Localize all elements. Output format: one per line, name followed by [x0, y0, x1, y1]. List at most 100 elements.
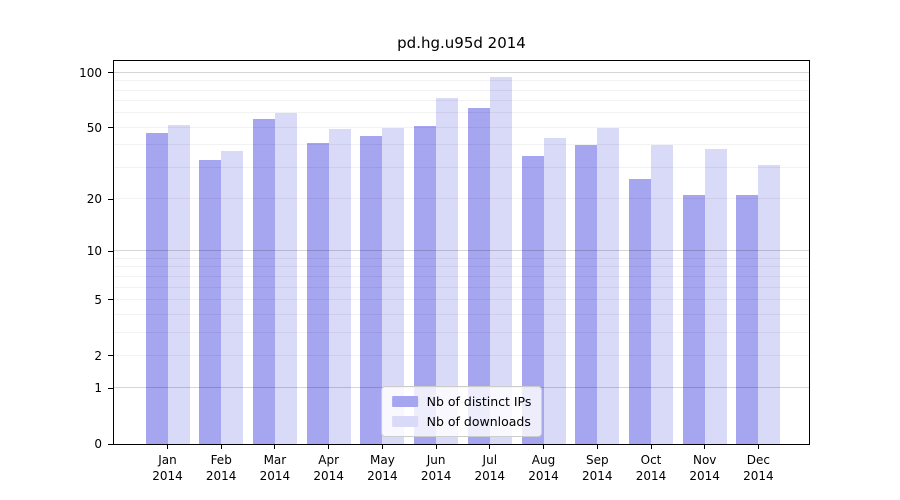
x-tick-label-sep-2014: Sep 2014	[565, 452, 629, 484]
bar-group-mar-2014	[252, 113, 297, 444]
bar-nb-of-distinct-ips-jul-2014	[467, 108, 490, 444]
bar-group-jul-2014	[467, 76, 512, 444]
x-tick-jun-2014	[435, 445, 437, 449]
legend-swatch-nb-of-distinct-ips	[391, 396, 418, 407]
x-tick-label-line: 2014	[313, 469, 344, 483]
x-tick-label-line: 2014	[743, 469, 774, 483]
x-tick-label-line: Jun	[426, 453, 446, 467]
chart-title: pd.hg.u95d 2014	[397, 34, 526, 52]
bar-group-dec-2014	[736, 165, 781, 444]
x-tick-label-may-2014: May 2014	[350, 452, 414, 484]
y-tick-label-2: 2	[94, 348, 102, 363]
x-tick-label-oct-2014: Oct 2014	[619, 452, 683, 484]
bar-nb-of-distinct-ips-aug-2014	[521, 155, 544, 444]
gridline-minor-3	[114, 331, 809, 333]
y-tick-label-10: 10	[86, 244, 102, 259]
bar-group-may-2014	[360, 127, 405, 444]
y-tick-label-0: 0	[94, 437, 102, 451]
legend-label-nb-of-distinct-ips: Nb of distinct IPs	[426, 394, 532, 409]
x-tick-label-line: 2014	[528, 469, 559, 483]
bar-nb-of-distinct-ips-sep-2014	[575, 145, 598, 444]
gridline-minor-4	[114, 313, 809, 315]
bar-nb-of-downloads-nov-2014	[704, 149, 727, 444]
x-tick-nov-2014	[704, 445, 706, 449]
bar-nb-of-downloads-sep-2014	[597, 127, 620, 444]
x-tick-label-line: 2014	[689, 469, 720, 483]
y-tick-1	[108, 387, 113, 389]
bar-nb-of-distinct-ips-may-2014	[360, 136, 383, 444]
x-tick-label-jan-2014: Jan 2014	[136, 452, 200, 484]
bar-group-nov-2014	[682, 149, 727, 444]
bar-group-oct-2014	[629, 145, 673, 444]
gridline-minor-20	[114, 198, 809, 200]
gridline-minor-8	[114, 266, 809, 268]
x-tick-sep-2014	[596, 445, 598, 449]
bar-nb-of-distinct-ips-feb-2014	[199, 160, 222, 444]
bar-nb-of-distinct-ips-jan-2014	[145, 132, 168, 444]
bar-nb-of-downloads-feb-2014	[221, 151, 244, 444]
bar-nb-of-downloads-jul-2014	[489, 76, 512, 444]
gridline-minor-2	[114, 354, 809, 356]
gridline-minor-50	[114, 126, 809, 128]
bar-nb-of-downloads-aug-2014	[543, 137, 566, 444]
y-tick-label-1: 1	[94, 381, 102, 396]
x-tick-label-feb-2014: Feb 2014	[189, 452, 253, 484]
bar-nb-of-distinct-ips-apr-2014	[306, 143, 329, 444]
gridline-minor-9	[114, 257, 809, 259]
bar-nb-of-distinct-ips-mar-2014	[252, 118, 275, 444]
gridline-major-100	[114, 71, 809, 73]
x-tick-label-line: 2014	[635, 469, 667, 483]
x-tick-label-line: 2014	[152, 469, 183, 483]
x-tick-label-line: Mar	[263, 453, 287, 467]
legend-swatch-nb-of-downloads	[391, 416, 418, 427]
x-tick-label-line: Sep	[585, 453, 609, 467]
gridline-minor-30	[114, 166, 809, 168]
y-tick-label-100: 100	[79, 65, 102, 80]
x-tick-may-2014	[381, 445, 383, 449]
y-tick-2	[108, 355, 113, 357]
x-tick-aug-2014	[543, 445, 544, 449]
x-tick-label-mar-2014: Mar 2014	[243, 452, 307, 484]
bar-group-feb-2014	[199, 151, 244, 444]
bar-nb-of-downloads-oct-2014	[651, 145, 673, 444]
x-tick-label-line: Jan	[158, 453, 177, 467]
bar-nb-of-downloads-may-2014	[382, 127, 405, 444]
x-tick-feb-2014	[220, 445, 222, 449]
gridline-minor-80	[114, 89, 809, 91]
x-tick-label-line: Feb	[210, 453, 232, 467]
bar-group-apr-2014	[306, 129, 351, 444]
gridline-minor-90	[114, 80, 809, 82]
x-tick-label-line: 2014	[420, 469, 452, 483]
y-tick-label-20: 20	[86, 192, 102, 207]
x-tick-label-line: 2014	[259, 469, 291, 483]
y-tick-100	[108, 72, 113, 74]
gridline-minor-5	[114, 298, 809, 300]
y-tick-label-50: 50	[86, 120, 102, 135]
x-tick-apr-2014	[328, 445, 330, 449]
x-tick-label-jun-2014: Jun 2014	[404, 452, 468, 484]
bar-nb-of-downloads-jun-2014	[436, 97, 459, 444]
bar-nb-of-downloads-jan-2014	[167, 124, 190, 444]
x-tick-label-jul-2014: Jul 2014	[458, 452, 522, 484]
x-tick-label-line: 2014	[582, 469, 613, 483]
x-tick-dec-2014	[757, 445, 759, 449]
x-tick-mar-2014	[274, 445, 276, 449]
x-tick-label-line: Nov	[692, 453, 717, 467]
bar-nb-of-downloads-mar-2014	[274, 113, 297, 444]
x-tick-jul-2014	[489, 445, 491, 449]
x-tick-label-nov-2014: Nov 2014	[673, 452, 737, 484]
y-tick-label-5: 5	[94, 292, 102, 307]
x-tick-label-line: 2014	[205, 469, 237, 483]
bar-nb-of-downloads-apr-2014	[328, 129, 351, 444]
bar-nb-of-distinct-ips-jun-2014	[414, 126, 437, 444]
gridline-minor-40	[114, 144, 809, 146]
x-tick-label-aug-2014: Aug 2014	[512, 452, 576, 484]
y-tick-5	[108, 299, 113, 301]
bar-group-sep-2014	[575, 127, 620, 444]
legend-item-nb-of-downloads: Nb of downloads	[391, 414, 532, 429]
y-tick-10	[108, 250, 113, 252]
bar-group-jun-2014	[414, 97, 459, 444]
bar-nb-of-downloads-dec-2014	[758, 165, 781, 444]
y-tick-20	[108, 198, 113, 200]
